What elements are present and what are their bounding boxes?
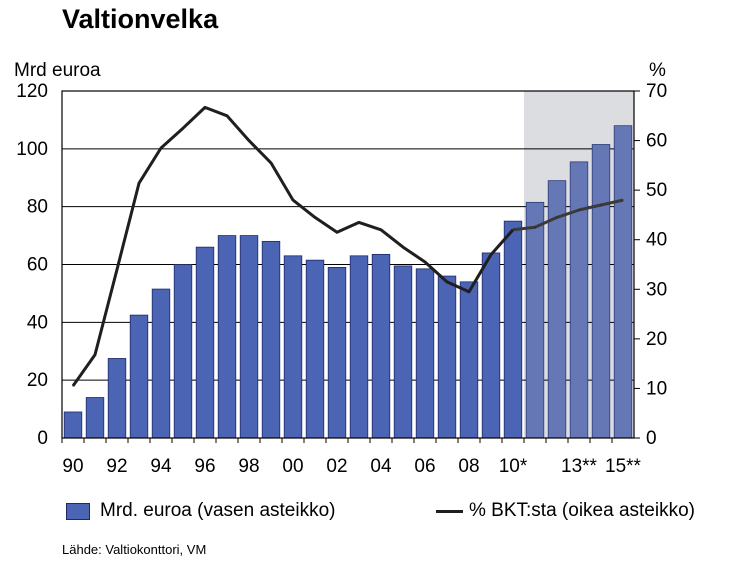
line-point bbox=[204, 106, 206, 108]
bar bbox=[129, 314, 149, 439]
line-point bbox=[292, 199, 294, 201]
right-tick-label: 60 bbox=[646, 131, 667, 152]
line-point bbox=[490, 253, 492, 256]
line-point bbox=[226, 115, 228, 117]
line-point bbox=[622, 199, 624, 201]
bar bbox=[393, 265, 413, 439]
bars bbox=[63, 125, 633, 439]
line-point bbox=[336, 231, 338, 233]
right-tick-label: 50 bbox=[646, 180, 667, 201]
right-tick-label: 40 bbox=[646, 230, 667, 251]
x-tick-label: 96 bbox=[194, 456, 215, 477]
right-tick-label: 20 bbox=[646, 329, 667, 350]
line-point bbox=[402, 246, 404, 248]
bar bbox=[261, 240, 281, 439]
x-tick-label: 10* bbox=[499, 456, 528, 477]
line-point bbox=[512, 229, 514, 231]
right-tick-label: 70 bbox=[646, 81, 667, 102]
legend-bar-swatch bbox=[66, 502, 90, 520]
bar bbox=[415, 268, 435, 439]
line-series-forecast bbox=[512, 198, 624, 232]
left-axis-label: Mrd euroa bbox=[14, 60, 101, 81]
right-tick-label: 0 bbox=[646, 428, 657, 449]
bar bbox=[239, 235, 259, 439]
bar bbox=[437, 275, 457, 439]
line-point bbox=[578, 209, 580, 211]
line-point bbox=[72, 385, 74, 387]
x-tick-label: 08 bbox=[458, 456, 479, 477]
legend-bars-label: Mrd. euroa (vasen asteikko) bbox=[100, 500, 336, 521]
x-tick-label: 94 bbox=[150, 456, 172, 477]
line-point bbox=[160, 147, 162, 149]
x-tick-label: 06 bbox=[414, 456, 435, 477]
line-point bbox=[182, 127, 184, 129]
bar bbox=[305, 259, 325, 439]
line-point bbox=[248, 139, 250, 142]
left-tick-label: 20 bbox=[27, 370, 48, 391]
x-tick-label: 02 bbox=[326, 456, 347, 477]
bar bbox=[459, 281, 479, 439]
legend-item-bars: Mrd. euroa (vasen asteikko) bbox=[66, 500, 336, 522]
legend-item-line: % BKT:sta (oikea asteikko) bbox=[436, 500, 695, 522]
line-point bbox=[446, 281, 448, 283]
bar bbox=[327, 266, 347, 439]
left-tick-label: 100 bbox=[16, 139, 48, 160]
x-tick-label: 13** bbox=[561, 456, 598, 477]
right-axis-label: % bbox=[649, 60, 666, 81]
bar bbox=[173, 264, 193, 439]
legend-line-label: % BKT:sta (oikea asteikko) bbox=[469, 500, 695, 521]
bar bbox=[283, 255, 303, 439]
x-tick-label: 92 bbox=[106, 456, 127, 477]
x-tick-label: 00 bbox=[282, 456, 303, 477]
line-point bbox=[270, 162, 272, 164]
legend-line-swatch bbox=[436, 509, 463, 513]
line-point bbox=[358, 221, 360, 223]
line-point bbox=[380, 229, 382, 231]
bar bbox=[503, 220, 523, 439]
left-tick-label: 40 bbox=[27, 312, 48, 333]
line-point bbox=[94, 354, 96, 356]
left-tick-label: 60 bbox=[27, 255, 48, 276]
x-tick-label: 15** bbox=[605, 456, 642, 477]
x-tick-label: 04 bbox=[370, 456, 392, 477]
line-point bbox=[138, 182, 140, 184]
bar bbox=[217, 235, 237, 439]
bar bbox=[481, 252, 501, 439]
bar bbox=[63, 411, 83, 439]
line-point bbox=[314, 216, 316, 219]
line-point bbox=[116, 268, 118, 271]
line-point bbox=[600, 204, 602, 206]
line-point bbox=[556, 216, 558, 219]
bar bbox=[349, 255, 369, 439]
line-point bbox=[534, 226, 536, 228]
bar bbox=[613, 125, 633, 439]
chart-title: Valtionvelka bbox=[62, 4, 219, 34]
right-tick-label: 10 bbox=[646, 378, 667, 399]
bar bbox=[525, 201, 545, 439]
bar bbox=[569, 161, 589, 439]
line-point bbox=[424, 261, 426, 263]
left-tick-label: 80 bbox=[27, 197, 48, 218]
right-tick-label: 30 bbox=[646, 279, 667, 300]
line-point bbox=[468, 291, 470, 293]
bar bbox=[151, 288, 171, 439]
line-series bbox=[71, 105, 624, 387]
left-tick-label: 120 bbox=[16, 81, 48, 102]
x-tick-label: 90 bbox=[62, 456, 83, 477]
bar bbox=[195, 246, 215, 439]
x-tick-label: 98 bbox=[238, 456, 259, 477]
left-tick-label: 0 bbox=[37, 428, 48, 449]
bar bbox=[85, 397, 105, 439]
source-note: Lähde: Valtiokonttori, VM bbox=[62, 542, 207, 557]
bar bbox=[107, 358, 127, 439]
bar bbox=[591, 144, 611, 439]
bar bbox=[371, 253, 391, 439]
